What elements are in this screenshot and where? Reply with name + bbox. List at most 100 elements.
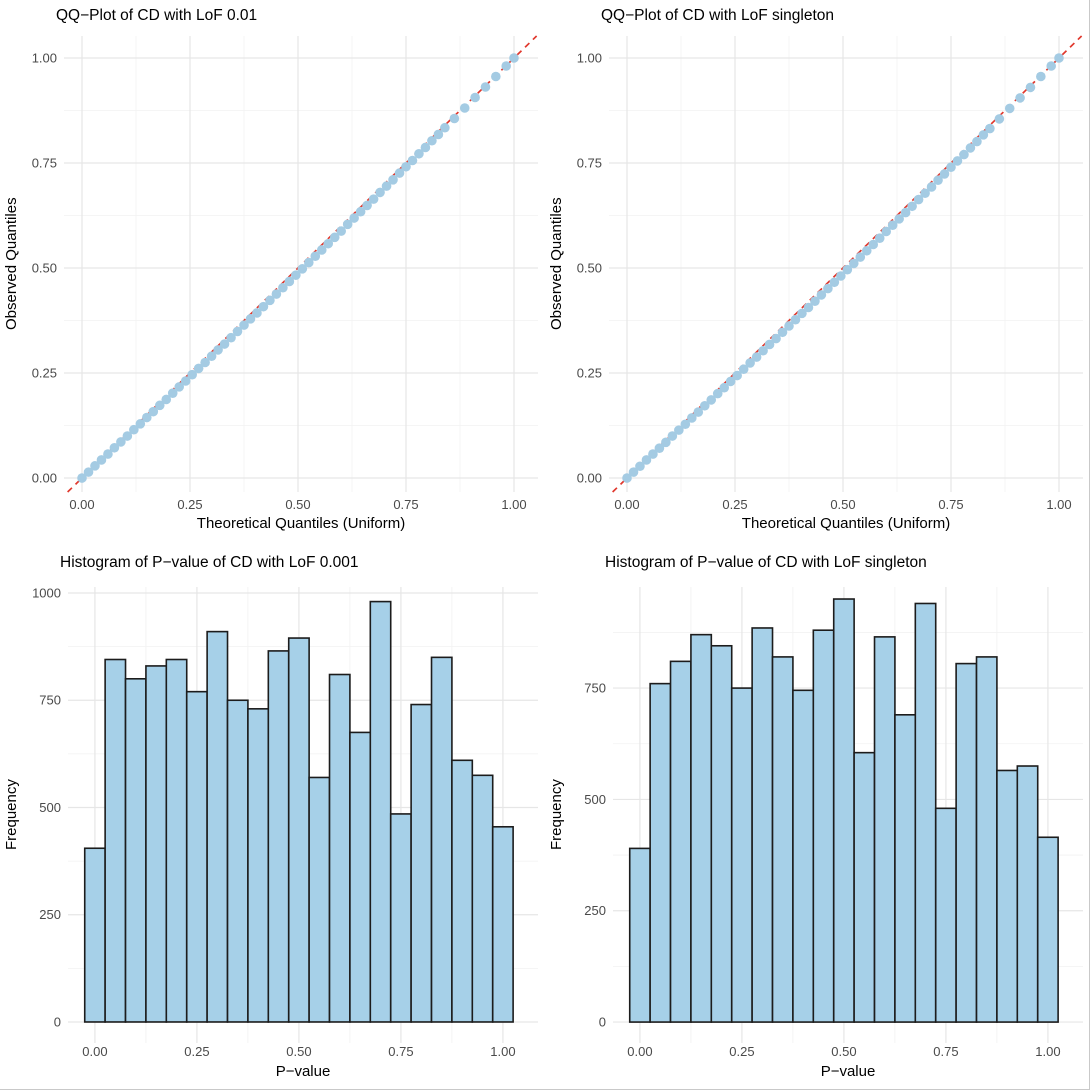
histogram-bar — [451, 759, 474, 1023]
x-axis-title: Theoretical Quantiles (Uniform) — [741, 515, 951, 532]
qq-point — [816, 290, 827, 300]
y-tick-label: 0 — [599, 1015, 606, 1030]
histogram-bar — [389, 813, 412, 1023]
histogram-bar — [934, 807, 957, 1023]
qq-point — [401, 161, 411, 172]
qq-point — [994, 114, 1005, 124]
qq-point — [803, 302, 814, 313]
qq-point — [388, 175, 398, 185]
y-tick-label: 0.50 — [32, 261, 57, 276]
histogram-bar — [308, 776, 331, 1023]
histogram-bar — [914, 602, 937, 1023]
qq-point — [706, 395, 717, 405]
panel-qq-lof-0-01: 0.00 0.25 0.50 0.75 1.00 0.00 0.25 0.50 0.75 1.00… — [0, 0, 545, 545]
qq-point — [239, 320, 249, 330]
y-tick-label: 250 — [584, 903, 606, 918]
histogram-bar — [491, 825, 514, 1023]
qq-point — [167, 388, 178, 398]
qq-point — [265, 295, 275, 306]
histogram-bar — [1016, 765, 1039, 1023]
histogram-bar — [471, 774, 494, 1023]
qq-point — [693, 407, 704, 417]
y-tick-label: 0.75 — [577, 156, 602, 171]
qq-point — [83, 467, 94, 477]
qq-point — [881, 226, 891, 237]
qq-point — [654, 443, 665, 453]
qq-point — [433, 129, 444, 140]
qq-point — [719, 382, 730, 393]
qq-point — [200, 357, 210, 368]
qq-point — [680, 419, 691, 430]
qq-point — [154, 400, 165, 411]
qq-point — [848, 258, 859, 269]
histogram-bar — [669, 660, 692, 1023]
qq-point — [1025, 82, 1036, 93]
histogram-bar — [853, 751, 876, 1023]
x-tick-label: 0.50 — [285, 497, 310, 512]
qq-point — [764, 339, 775, 350]
x-tick-label: 1.00 — [1035, 1044, 1060, 1059]
qq-point — [797, 308, 807, 319]
plot-title: QQ−Plot of CD with LoF 0.01 — [56, 7, 258, 24]
qq-point — [926, 182, 937, 192]
qq-point — [375, 187, 385, 198]
x-tick-label: 0.75 — [388, 1044, 413, 1059]
qq-point — [135, 419, 146, 429]
x-tick-label: 0.00 — [627, 1044, 652, 1059]
qq-point — [303, 257, 314, 268]
qq-point — [174, 382, 185, 392]
x-axis-title: Theoretical Quantiles (Uniform) — [196, 515, 406, 532]
qq-point — [501, 61, 512, 71]
qq-point — [336, 226, 346, 236]
qq-point — [836, 271, 846, 281]
qq-point — [712, 388, 723, 399]
qq-point — [687, 413, 697, 423]
histogram-bar — [165, 658, 188, 1023]
x-tick-label: 0.25 — [729, 1044, 754, 1059]
qq-point — [751, 352, 762, 362]
qq-point — [480, 82, 491, 92]
qq-point — [1015, 93, 1025, 103]
qq-point — [745, 358, 755, 368]
x-tick-label: 0.00 — [82, 1044, 107, 1059]
histogram-bar — [349, 731, 372, 1023]
qq-point — [355, 206, 366, 217]
qq-point — [952, 156, 963, 166]
qq-point — [109, 442, 120, 453]
qq-point — [978, 130, 989, 140]
x-tick-label: 0.00 — [614, 497, 639, 512]
qq-point — [790, 314, 801, 325]
qq-point — [861, 245, 872, 256]
plot-title: QQ−Plot of CD with LoF singleton — [601, 7, 835, 24]
qq-point — [187, 369, 197, 380]
qq-point — [381, 181, 392, 191]
qq-point — [427, 135, 437, 146]
histogram-bar — [730, 687, 753, 1023]
qq-point — [193, 363, 204, 374]
qq-point — [648, 449, 658, 459]
qq-point — [1046, 61, 1057, 71]
histogram-bar — [649, 682, 672, 1023]
qq-point — [414, 148, 424, 159]
histogram-bar — [751, 627, 774, 1023]
qq-point — [758, 345, 768, 356]
histogram-bar — [247, 708, 270, 1023]
qq-point — [622, 473, 632, 483]
histogram-bar — [185, 690, 208, 1023]
y-tick-label: 0.00 — [32, 471, 57, 486]
plot-title: Histogram of P−value of CD with LoF sing… — [605, 554, 927, 571]
qq-point — [732, 370, 742, 381]
qq-point — [323, 238, 334, 249]
plot-title: Histogram of P−value of CD with LoF 0.00… — [60, 554, 359, 571]
y-tick-label: 250 — [39, 907, 61, 922]
qq-point — [907, 201, 917, 212]
y-tick-label: 1.00 — [577, 51, 602, 66]
qq-point — [661, 437, 671, 448]
qq-point — [180, 376, 191, 386]
qq-point — [959, 149, 969, 160]
x-tick-label: 0.00 — [69, 497, 94, 512]
histogram-bar — [430, 656, 453, 1023]
qq-point — [874, 233, 885, 243]
histogram-bar — [328, 673, 351, 1023]
qq-point — [900, 207, 911, 218]
